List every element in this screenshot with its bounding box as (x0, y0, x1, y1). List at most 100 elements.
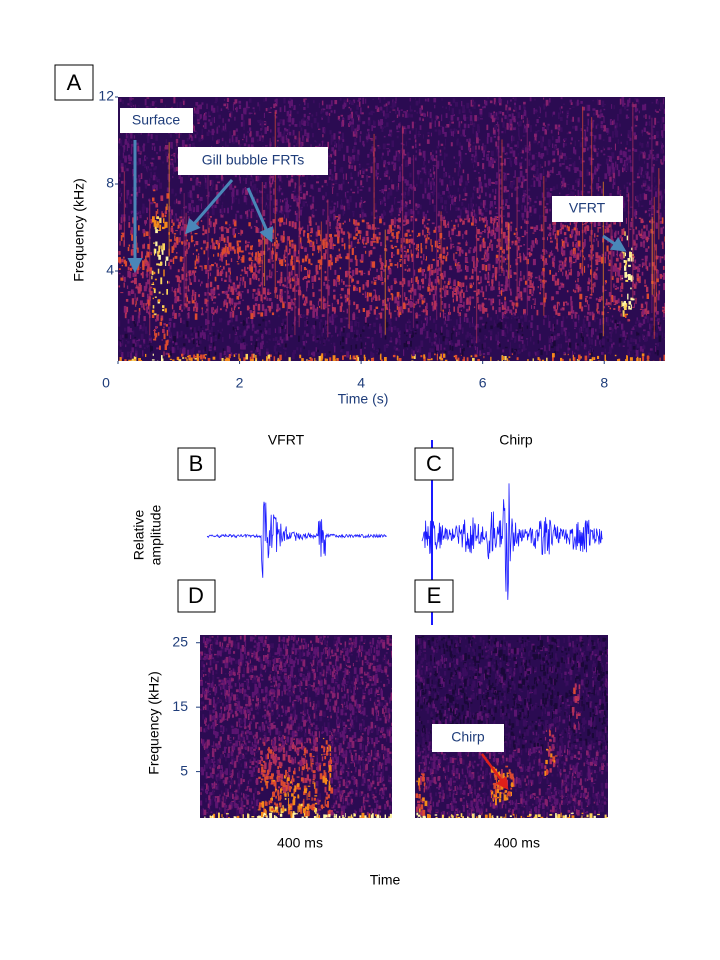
spectrogram-cell (125, 203, 127, 208)
spectrogram-cell (531, 305, 533, 309)
spectrogram-cell (390, 293, 393, 296)
spectrogram-cell (521, 324, 523, 329)
spectrogram-cell (543, 280, 547, 283)
spectrogram-cell (493, 111, 495, 119)
spectrogram-cell (164, 146, 168, 150)
spectrogram-cell (377, 227, 380, 229)
spectrogram-cell (662, 144, 664, 148)
spectrogram-cell (236, 210, 240, 213)
spectrogram-cell (491, 181, 494, 184)
spectrogram-cell (124, 359, 127, 361)
spectrogram-cell (640, 151, 643, 154)
spectrogram-cell (410, 219, 412, 222)
spectrogram-cell (379, 178, 382, 181)
spectrogram-cell (560, 357, 563, 361)
spectrogram-cell (531, 294, 534, 297)
spectrogram-cell (342, 139, 345, 142)
spectrogram-cell (546, 188, 549, 190)
spectrogram-cell (464, 153, 467, 155)
spectrogram-cell (352, 212, 355, 217)
spectrogram-cell (196, 302, 199, 310)
spectrogram-cell (274, 351, 278, 355)
spectrogram-cell (264, 182, 267, 189)
spectrogram-cell (494, 216, 497, 221)
spectrogram-cell (332, 244, 336, 246)
spectrogram-cell (239, 335, 241, 339)
spectrogram-cell (257, 176, 260, 181)
spectrogram-cell (144, 308, 146, 311)
spectrogram-cell (355, 202, 357, 208)
spectrogram-cell (572, 350, 574, 357)
spectrogram-cell (248, 252, 251, 255)
spectrogram-cell (527, 148, 529, 154)
spectrogram-cell (339, 168, 342, 173)
spectrogram-cell (370, 211, 374, 216)
spectrogram-cell (251, 208, 254, 212)
spectrogram-cell (151, 143, 155, 146)
spectrogram-cell (422, 229, 424, 236)
spectrogram-cell (278, 352, 281, 357)
spectrogram-cell (612, 295, 616, 303)
spectrogram-cell (209, 344, 212, 347)
spectrogram-cell (543, 297, 546, 303)
spectrogram-cell (277, 127, 280, 133)
spectrogram-cell (502, 215, 505, 217)
spectrogram-cell (621, 253, 624, 260)
spectrogram-cell (661, 149, 664, 154)
spectrogram-cell (182, 357, 184, 359)
spectrogram-cell (141, 207, 145, 214)
spectrogram-cell (580, 306, 584, 312)
spectrogram-cell (593, 140, 596, 142)
spectrogram-cell (315, 320, 317, 326)
spectrogram-cell (242, 332, 245, 338)
spectrogram-cell (601, 188, 603, 194)
spectrogram-cell (591, 158, 595, 160)
spectrogram-cell (192, 185, 195, 191)
spectrogram-cell (308, 216, 312, 223)
spectrogram-cell (623, 103, 626, 105)
spectrogram-cell (506, 244, 509, 251)
spectrogram-cell (269, 338, 271, 341)
spectrogram-cell (481, 186, 483, 193)
spectrogram-cell (389, 240, 393, 242)
spectrogram-cell (530, 162, 532, 166)
spectrogram-cell (310, 123, 313, 128)
spectrogram-cell (405, 127, 407, 131)
spectrogram-cell (483, 144, 487, 152)
spectrogram-cell (375, 173, 379, 180)
spectrogram-cell (664, 333, 665, 337)
spectrogram-cell (487, 231, 489, 239)
spectrogram-cell (579, 250, 582, 257)
spectrogram-cell (620, 285, 622, 292)
spectrogram-cell (176, 331, 179, 339)
spectrogram-cell (260, 282, 264, 286)
spectrogram-cell (341, 119, 344, 127)
spectrogram-cell (342, 180, 345, 185)
spectrogram-cell (579, 171, 583, 177)
spectrogram-cell (405, 223, 408, 225)
spectrogram-cell (209, 179, 213, 185)
spectrogram-cell (276, 271, 278, 273)
spectrogram-cell (526, 325, 529, 329)
spectrogram-cell (510, 264, 512, 268)
spectrogram-cell (571, 191, 575, 197)
spectrogram-cell (370, 261, 372, 268)
spectrogram-cell (152, 175, 156, 181)
spectrogram-cell (512, 150, 516, 157)
spectrogram-cell (204, 292, 207, 296)
spectrogram-cell (173, 347, 176, 353)
spectrogram-cell (186, 297, 188, 302)
spectrogram-cell (448, 191, 450, 194)
spectrogram-cell (589, 249, 592, 254)
spectrogram-cell (514, 170, 516, 177)
spectrogram-cell (407, 280, 411, 287)
spectrogram-cell (259, 175, 261, 181)
spectrogram-cell (477, 359, 480, 361)
spectrogram-cell (537, 357, 540, 361)
spectrogram-cell (459, 304, 462, 308)
spectrogram-cell (571, 249, 573, 256)
spectrogram-cell (363, 354, 366, 359)
spectrogram-cell (357, 100, 360, 102)
spectrogram-cell (611, 275, 614, 280)
spectrogram-cell (636, 199, 639, 203)
